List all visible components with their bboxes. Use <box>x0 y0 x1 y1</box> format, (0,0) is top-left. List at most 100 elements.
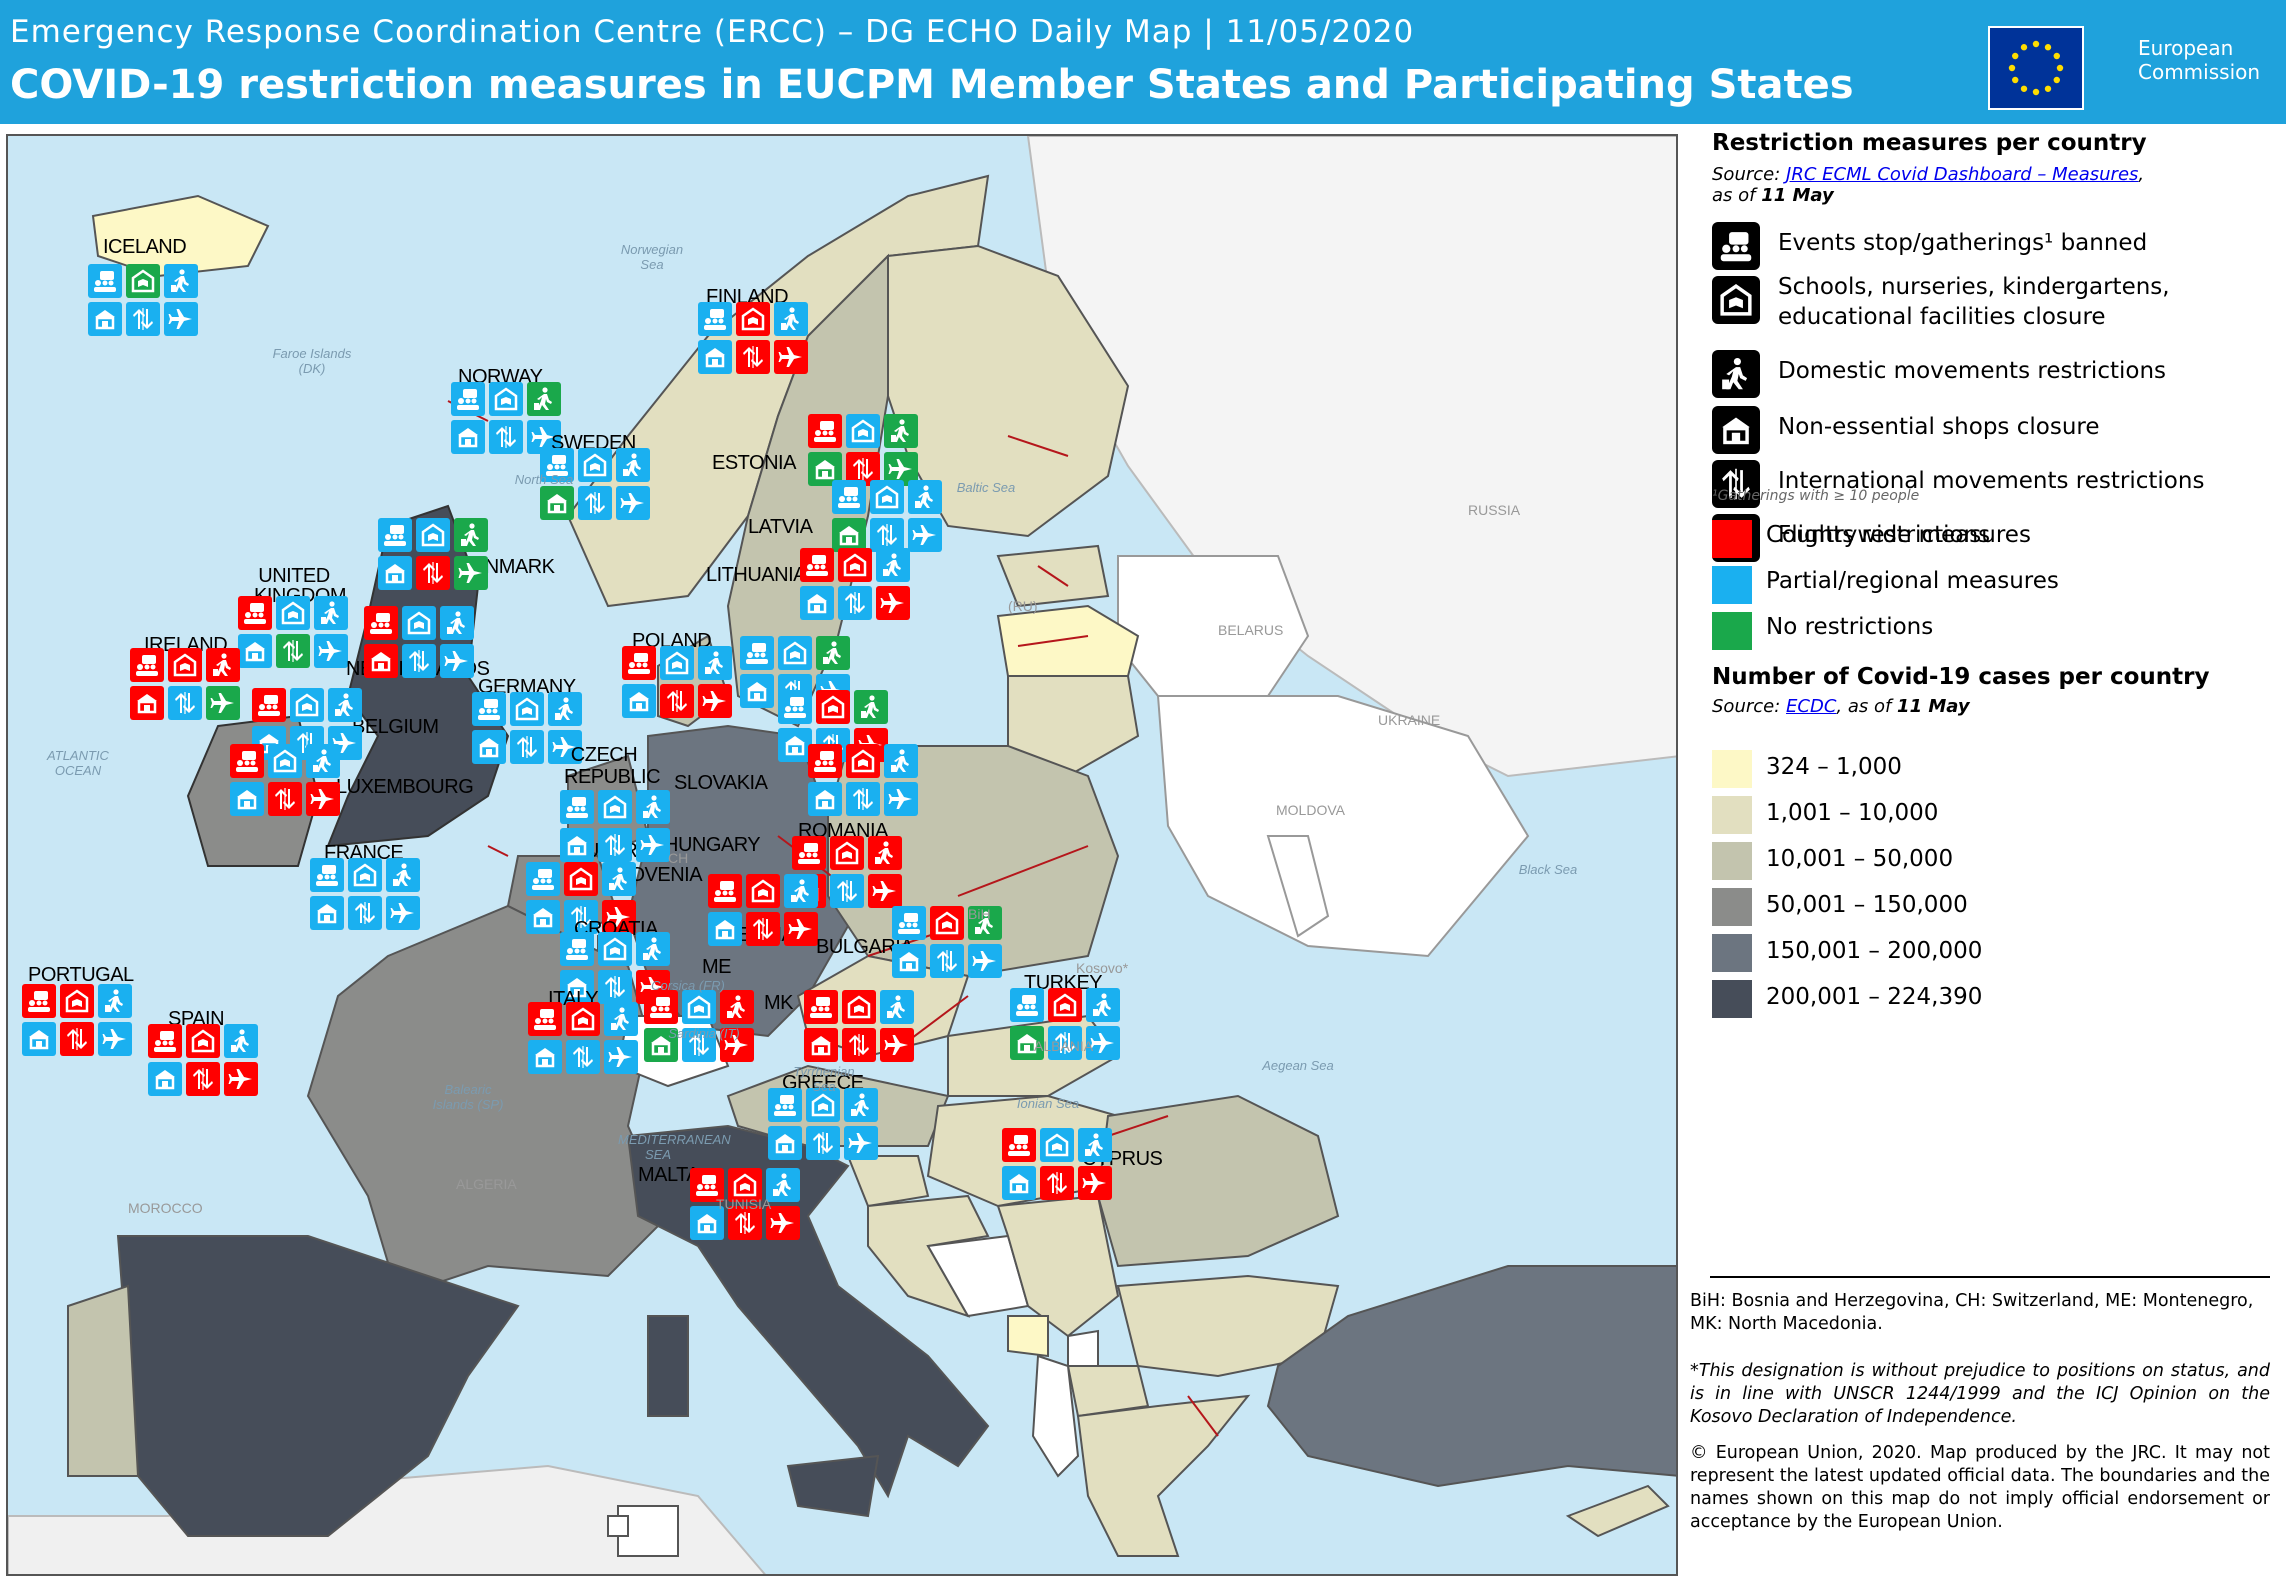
measures-grid-mk <box>804 990 914 1062</box>
international-movement-icon-glyph <box>837 880 857 902</box>
schools-icon <box>510 692 544 726</box>
events-gatherings-icon-glyph <box>566 797 588 818</box>
sea-label-corsica: Corsica (FR) <box>651 978 725 993</box>
flights-icon <box>616 486 650 520</box>
events-gatherings-icon <box>892 906 926 940</box>
legend-item-domestic-movement: Domestic movements restrictions <box>1712 350 2282 402</box>
jrc-dashboard-link[interactable]: JRC ECML Covid Dashboard – Measures <box>1786 164 2139 185</box>
flights-icon-glyph <box>788 919 812 939</box>
schools-icon <box>870 480 904 514</box>
schools-icon <box>60 984 94 1018</box>
shops-icon <box>310 896 344 930</box>
domestic-movement-icon <box>1078 1128 1112 1162</box>
shops-icon-glyph <box>317 904 337 924</box>
domestic-movement-icon-glyph <box>231 1029 249 1052</box>
domestic-movement-icon-glyph <box>1085 1133 1103 1156</box>
international-movement-icon-glyph <box>849 1034 869 1056</box>
international-movement-icon-glyph <box>743 346 763 368</box>
shops-icon <box>698 340 732 374</box>
flights-icon <box>774 340 808 374</box>
sicily-shape <box>786 1454 880 1518</box>
domestic-movement-icon <box>206 648 240 682</box>
measures-grid-slovenia <box>526 862 636 934</box>
schools-icon <box>838 548 872 582</box>
shops-icon-glyph <box>747 682 767 702</box>
schools-icon <box>276 596 310 630</box>
schools-icon-glyph <box>295 693 319 717</box>
domestic-movement-icon <box>306 744 340 778</box>
domestic-movement-icon-glyph <box>447 611 465 634</box>
events-gatherings-icon <box>778 690 812 724</box>
cases-swatch <box>1712 980 1752 1018</box>
region-label-albania: ALBANIA <box>1034 1038 1094 1054</box>
legend-item-international-movement: International movements restrictions <box>1712 460 2282 512</box>
schools-icon-glyph <box>583 453 607 477</box>
flights-icon-glyph <box>390 903 414 923</box>
international-movement-icon <box>846 782 880 816</box>
domestic-movement-icon-glyph <box>623 453 641 476</box>
map-title: COVID-19 restriction measures in EUCPM M… <box>10 62 1854 108</box>
flights-icon-glyph <box>228 1069 252 1089</box>
schools-icon <box>806 1088 840 1122</box>
schools-icon <box>578 448 612 482</box>
schools-icon <box>268 744 302 778</box>
domestic-movement-icon <box>844 1088 878 1122</box>
shops-icon <box>778 728 812 762</box>
domestic-movement-icon-glyph <box>727 995 745 1018</box>
country-label-malta: MALTA <box>638 1164 700 1186</box>
sea-label-norwegian: Norwegian Sea <box>620 242 684 272</box>
flights-icon-glyph <box>620 493 644 513</box>
shops-icon-glyph <box>899 952 919 972</box>
international-movement-icon <box>598 828 632 862</box>
region-label-ru: (RU) <box>1008 598 1038 614</box>
domestic-movement-icon-glyph <box>105 989 123 1012</box>
international-movement-icon-glyph <box>67 1028 87 1050</box>
schools-icon-glyph <box>851 749 875 773</box>
country-label-estonia: ESTONIA <box>712 452 796 474</box>
events-gatherings-icon-glyph <box>814 421 836 442</box>
abbreviations-note: BiH: Bosnia and Herzegovina, CH: Switzer… <box>1690 1291 2254 1334</box>
events-gatherings-icon <box>698 302 732 336</box>
schools-icon <box>930 906 964 940</box>
events-gatherings-icon-glyph <box>457 389 479 410</box>
events-gatherings-icon-glyph <box>1008 1135 1030 1156</box>
domestic-movement-icon <box>1086 988 1120 1022</box>
domestic-movement-icon-glyph <box>643 937 661 960</box>
domestic-movement-icon <box>774 302 808 336</box>
measures-grid-luxembourg <box>230 744 340 816</box>
domestic-movement-icon <box>314 596 348 630</box>
schools-icon-glyph <box>173 653 197 677</box>
flights-icon <box>876 586 910 620</box>
domestic-movement-icon <box>224 1024 258 1058</box>
flights-icon-glyph <box>884 1035 908 1055</box>
north-macedonia-shape <box>1066 1365 1150 1418</box>
domestic-movement-icon <box>527 382 561 416</box>
legend-item-schools: Schools, nurseries, kindergartens, educa… <box>1712 274 2282 330</box>
shops-icon <box>832 518 866 552</box>
events-gatherings-icon <box>378 518 412 552</box>
events-gatherings-icon <box>252 688 286 722</box>
flights-icon <box>314 634 348 668</box>
map-supertitle: Emergency Response Coordination Centre (… <box>10 14 1415 50</box>
region-label-bih: BiH <box>968 906 991 922</box>
international-movement-icon-glyph <box>605 834 625 856</box>
schools-icon <box>736 302 770 336</box>
schools-icon-glyph <box>515 697 539 721</box>
measures-grid-latvia <box>832 480 942 552</box>
domestic-movement-icon-glyph <box>313 749 331 772</box>
events-gatherings-icon <box>1002 1128 1036 1162</box>
schools-icon-glyph <box>741 307 765 331</box>
flights-icon <box>164 302 198 336</box>
events-gatherings-icon-glyph <box>650 997 672 1018</box>
ecdc-link[interactable]: ECDC <box>1786 696 1837 717</box>
schools-icon-glyph <box>353 863 377 887</box>
events-gatherings-icon <box>526 862 560 896</box>
flights-icon <box>766 1206 800 1240</box>
events-gatherings-icon <box>148 1024 182 1058</box>
shops-icon <box>804 1028 838 1062</box>
international-movement-icon <box>1048 1026 1082 1060</box>
shops-icon <box>526 900 560 934</box>
romania-shape <box>1096 1094 1340 1268</box>
schools-icon <box>830 836 864 870</box>
shops-icon <box>230 782 264 816</box>
